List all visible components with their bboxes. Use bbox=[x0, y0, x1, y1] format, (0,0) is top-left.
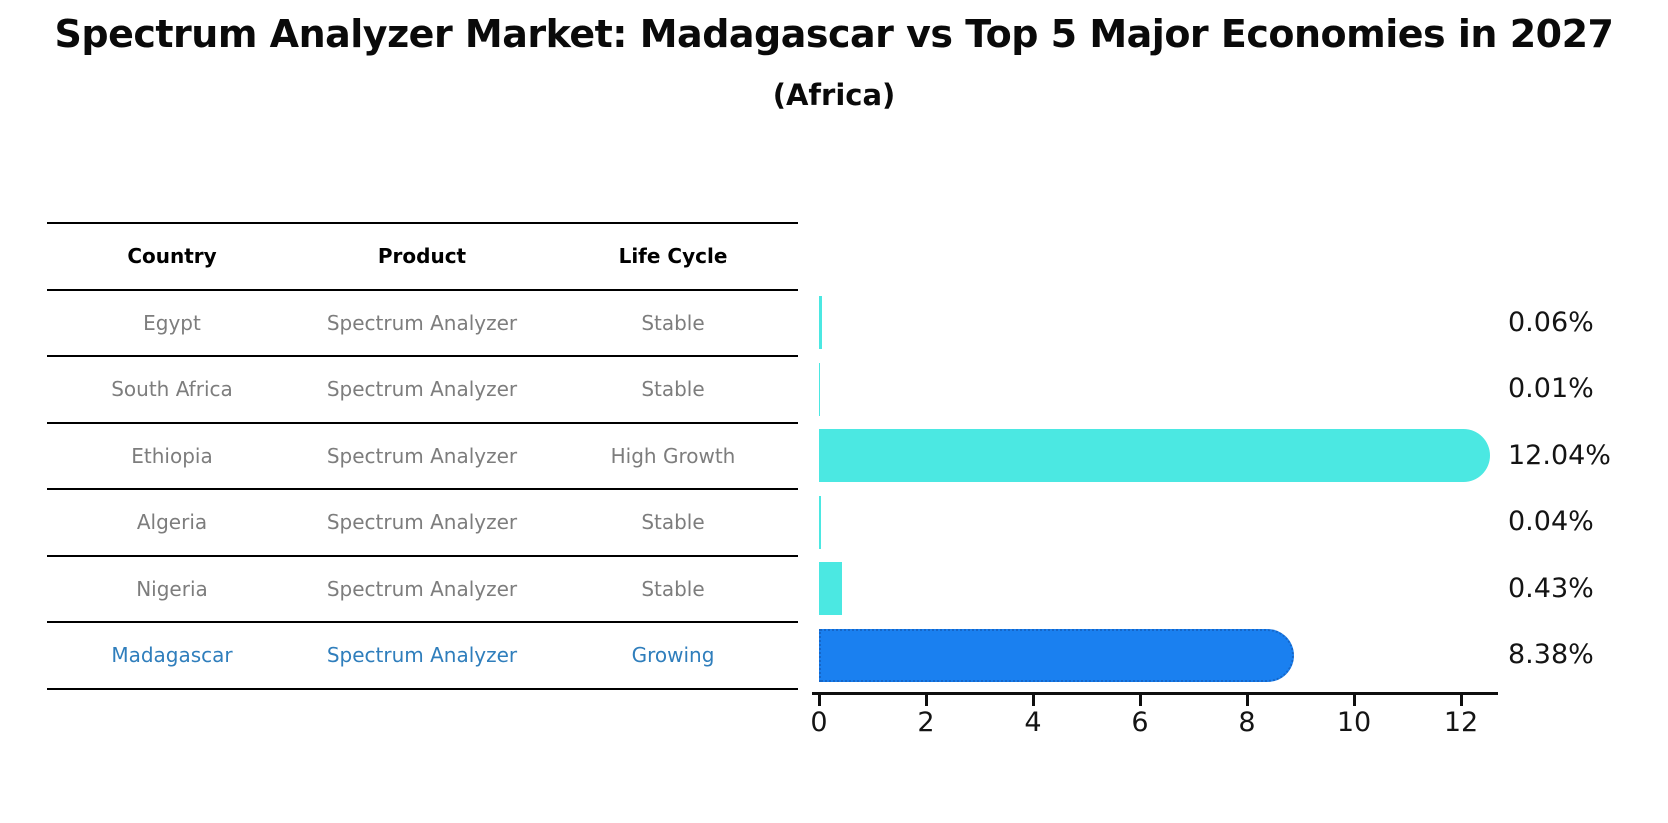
cell-life-cycle: Stable bbox=[641, 377, 705, 401]
column-header-product: Product bbox=[377, 244, 467, 268]
x-tick-mark bbox=[1245, 692, 1249, 706]
bar-value-label: 0.04% bbox=[1508, 506, 1594, 537]
cell-product: Spectrum Analyzer bbox=[326, 510, 518, 534]
x-tick-mark bbox=[924, 692, 928, 706]
cell-life-cycle: Stable bbox=[641, 510, 705, 534]
bar-south-africa bbox=[819, 362, 820, 416]
table-line bbox=[47, 621, 798, 623]
column-header-life-cycle: Life Cycle bbox=[618, 244, 728, 268]
table-line bbox=[47, 554, 798, 557]
cell-country: Algeria bbox=[136, 510, 208, 534]
cell-life-cycle: Stable bbox=[641, 310, 705, 335]
bar-value-label: 0.01% bbox=[1508, 373, 1594, 404]
x-axis-spine bbox=[812, 692, 1498, 695]
x-tick-mark bbox=[1352, 692, 1356, 706]
bar-egypt bbox=[819, 296, 823, 349]
x-tick-label: 10 bbox=[1336, 707, 1372, 738]
table-line bbox=[47, 687, 798, 690]
cell-life-cycle: Growing bbox=[631, 643, 715, 667]
x-tick-label: 6 bbox=[1131, 707, 1149, 738]
chart-title: Spectrum Analyzer Market: Madagascar vs … bbox=[54, 12, 1614, 56]
cell-country: Ethiopia bbox=[131, 443, 213, 468]
cell-country: Madagascar bbox=[111, 643, 233, 667]
x-tick-mark bbox=[817, 692, 821, 706]
x-tick-mark bbox=[1031, 692, 1035, 706]
cell-life-cycle: Stable bbox=[641, 576, 705, 601]
chart-subtitle: (Africa) bbox=[772, 78, 896, 112]
cell-country: South Africa bbox=[111, 377, 233, 401]
bar-algeria bbox=[819, 495, 822, 549]
x-tick-mark bbox=[1138, 692, 1142, 706]
table-line bbox=[47, 288, 798, 291]
table-line bbox=[47, 355, 798, 357]
x-tick-label: 0 bbox=[810, 707, 828, 738]
bar-value-label: 8.38% bbox=[1508, 639, 1594, 670]
cell-country: Egypt bbox=[143, 310, 201, 335]
cell-country: Nigeria bbox=[136, 576, 208, 601]
cell-product: Spectrum Analyzer bbox=[326, 443, 518, 468]
column-header-country: Country bbox=[127, 244, 217, 268]
cell-life-cycle: High Growth bbox=[610, 443, 736, 468]
bar-ethiopia bbox=[819, 429, 1490, 482]
cell-product: Spectrum Analyzer bbox=[326, 310, 518, 335]
cell-product: Spectrum Analyzer bbox=[326, 576, 518, 601]
x-tick-label: 12 bbox=[1443, 707, 1479, 738]
bar-nigeria bbox=[819, 562, 842, 615]
bar-value-label: 0.06% bbox=[1508, 306, 1594, 338]
table-line bbox=[47, 421, 798, 424]
x-tick-label: 8 bbox=[1238, 707, 1256, 738]
x-tick-mark bbox=[1459, 692, 1463, 706]
x-tick-label: 4 bbox=[1024, 707, 1042, 738]
bar-madagascar bbox=[819, 628, 1294, 682]
x-tick-label: 2 bbox=[917, 707, 935, 738]
cell-product: Spectrum Analyzer bbox=[326, 377, 518, 401]
cell-product: Spectrum Analyzer bbox=[326, 643, 518, 667]
bar-value-label: 12.04% bbox=[1508, 439, 1611, 471]
bar-value-label: 0.43% bbox=[1508, 572, 1594, 604]
table-line bbox=[47, 222, 798, 224]
table-line bbox=[47, 488, 798, 490]
